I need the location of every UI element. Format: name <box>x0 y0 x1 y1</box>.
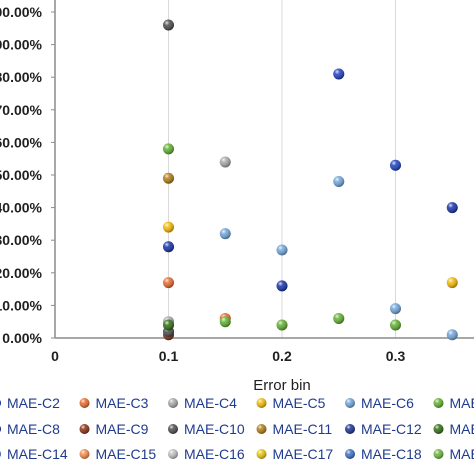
data-point-mae-c6 <box>333 176 345 188</box>
y-tick-label: 70.00% <box>0 102 43 118</box>
legend-label: MAE-C2 <box>7 395 60 411</box>
data-point-mae-c4 <box>219 156 231 168</box>
data-point-mae-c8 <box>163 241 174 253</box>
y-tick-label: 80.00% <box>0 69 43 85</box>
data-point-mae-c6 <box>219 228 231 240</box>
y-tick-label: 60.00% <box>0 134 43 150</box>
x-tick-label: 0 <box>51 348 59 364</box>
legend-marker <box>168 424 178 434</box>
legend-label: MAE-C17 <box>273 446 334 462</box>
data-point-mae-c7 <box>163 143 174 155</box>
legend-label: MAE-C12 <box>361 421 422 437</box>
legend-marker <box>345 449 355 459</box>
legend-item: MAE-C13 <box>433 421 474 437</box>
legend-item: MAE-C4 <box>168 395 237 411</box>
legend-item: MAE-C7 <box>433 395 474 411</box>
data-point-mae-c13 <box>163 319 174 331</box>
legend-label: MAE-C4 <box>184 395 237 411</box>
legend-label: MAE-C10 <box>184 421 245 437</box>
legend-item: MAE-C3 <box>79 395 149 411</box>
y-axis-ticks: 0.00% 10.00% 20.00% 30.00% 40.00% 50.00% 60.00… <box>0 4 55 346</box>
legend-marker <box>433 398 444 408</box>
data-point-mae-c11 <box>163 172 174 184</box>
legend-marker <box>256 398 267 408</box>
legend-label: MAE-C7 <box>450 395 474 411</box>
data-point-mae-c5 <box>163 221 174 233</box>
data-point-mae-c10 <box>163 19 174 31</box>
legend-marker <box>0 451 1 457</box>
legend-marker <box>256 424 267 434</box>
y-tick-label: 50.00% <box>0 167 43 183</box>
y-tick-label: 20.00% <box>0 265 43 281</box>
data-point-mae-c6 <box>390 303 401 315</box>
axes <box>54 0 474 339</box>
legend-item: MAE-C15 <box>79 446 157 462</box>
legend-item: MAE-C9 <box>79 421 149 437</box>
legend-label: MAE-C14 <box>7 446 68 462</box>
x-axis-ticks: 0 0.1 0.2 0.3 <box>51 348 405 364</box>
data-point-mae-c7 <box>219 316 231 328</box>
y-tick-label: 30.00% <box>0 232 43 248</box>
data-point-mae-c7 <box>276 319 288 331</box>
legend-marker <box>79 424 90 434</box>
y-tick-label: 0.00% <box>2 330 42 346</box>
x-tick-label: 0.3 <box>386 348 406 364</box>
legend: MAE-C2 MAE-C3 MAE-C4 MAE-C5 MAE-C6 MAE-C7 MAE-… <box>0 395 474 462</box>
legend-item: MAE-C14 <box>0 446 68 462</box>
legend-item: MAE-C10 <box>168 421 245 437</box>
legend-marker <box>345 424 355 434</box>
legend-marker <box>0 426 1 432</box>
legend-item: MAE-C11 <box>256 421 333 437</box>
legend-label: MAE-C6 <box>361 395 414 411</box>
legend-label: MAE-C16 <box>184 446 245 462</box>
legend-marker <box>256 449 267 459</box>
data-point-mae-c6 <box>276 244 288 256</box>
legend-label: MAE-C11 <box>273 421 333 437</box>
data-point-mae-c3 <box>163 277 174 289</box>
y-tick-label: 10.00% <box>0 297 43 313</box>
x-axis-label: Error bin <box>253 377 311 394</box>
data-point-mae-c6 <box>446 329 458 341</box>
x-tick-label: 0.1 <box>159 348 179 364</box>
data-point-mae-c2 <box>390 159 401 171</box>
data-point-mae-c7 <box>333 312 345 324</box>
legend-label: MAE-C9 <box>96 421 149 437</box>
legend-item: MAE-C19 <box>433 446 474 462</box>
legend-label: MAE-C3 <box>96 395 149 411</box>
legend-marker <box>0 400 1 406</box>
legend-label: MAE-C13 <box>450 421 474 437</box>
y-tick-label: 100.00% <box>0 4 43 20</box>
legend-item: MAE-C12 <box>345 421 422 437</box>
legend-label: MAE-C18 <box>361 446 422 462</box>
legend-marker <box>79 398 90 408</box>
data-point-mae-c5 <box>446 277 458 289</box>
legend-marker <box>168 449 178 459</box>
legend-item: MAE-C8 <box>0 421 60 437</box>
legend-item: MAE-C6 <box>345 395 414 411</box>
legend-item: MAE-C5 <box>256 395 326 411</box>
legend-label: MAE-C19 <box>450 446 474 462</box>
y-tick-label: 90.00% <box>0 37 43 53</box>
data-point-mae-c2 <box>333 68 345 80</box>
legend-item: MAE-C16 <box>168 446 245 462</box>
legend-marker <box>168 398 178 408</box>
legend-label: MAE-C5 <box>273 395 326 411</box>
legend-marker <box>433 424 444 434</box>
legend-marker <box>79 449 90 459</box>
x-tick-label: 0.2 <box>272 348 292 364</box>
data-point-mae-c8 <box>276 280 288 292</box>
data-points <box>163 19 458 341</box>
data-point-mae-c7 <box>390 319 401 331</box>
legend-label: MAE-C15 <box>96 446 157 462</box>
legend-label: MAE-C8 <box>7 421 60 437</box>
data-point-mae-c8 <box>446 202 458 214</box>
y-tick-label: 40.00% <box>0 200 43 216</box>
legend-marker <box>433 449 444 459</box>
legend-marker <box>345 398 355 408</box>
legend-item: MAE-C2 <box>0 395 60 411</box>
legend-item: MAE-C18 <box>345 446 422 462</box>
legend-item: MAE-C17 <box>256 446 334 462</box>
